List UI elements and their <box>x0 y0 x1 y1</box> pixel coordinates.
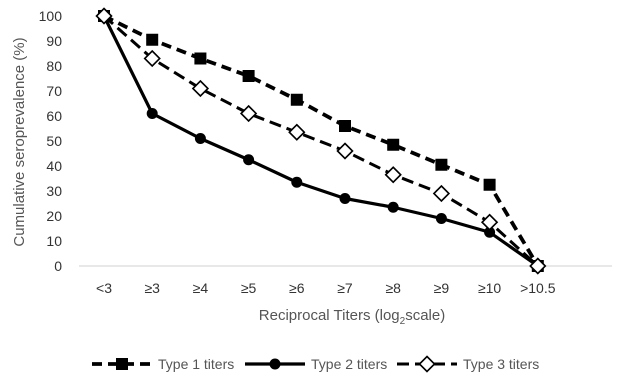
data-point <box>242 70 255 82</box>
x-tick-label: ≥10 <box>478 280 501 296</box>
legend-marker <box>418 355 436 373</box>
x-tick-label: ≥9 <box>434 280 450 296</box>
data-point <box>387 138 400 151</box>
y-tick-label: 60 <box>46 108 62 124</box>
data-point <box>146 33 159 46</box>
legend-label: Type 2 titers <box>311 356 387 372</box>
x-tick-label: ≥8 <box>385 280 401 296</box>
data-point <box>483 178 496 191</box>
y-tick-label: 30 <box>46 183 62 199</box>
series-layer <box>95 7 547 275</box>
data-point <box>239 104 258 123</box>
y-tick-label: 40 <box>46 158 62 174</box>
y-tick-label: 20 <box>46 208 62 224</box>
data-point <box>484 226 496 238</box>
series-line <box>102 15 539 268</box>
data-point <box>290 93 303 106</box>
data-point <box>339 120 351 132</box>
data-point <box>432 184 451 203</box>
y-tick-label: 80 <box>46 58 62 74</box>
x-axis-title-subscript: 2 <box>400 316 406 327</box>
x-tick-label: ≥5 <box>241 280 257 296</box>
x-axis-ticks: <3 ≥3 ≥4 ≥5 ≥6 ≥7 ≥8 ≥9 ≥10 >10.5 <box>96 280 556 296</box>
x-axis-title-end: scale) <box>405 307 445 324</box>
data-point <box>387 201 399 213</box>
y-tick-label: 70 <box>46 83 62 99</box>
legend-item: Type 1 titers <box>92 356 234 372</box>
y-axis-title: Cumulative seroprevalence (%) <box>11 37 28 246</box>
y-tick-label: 0 <box>54 258 62 274</box>
data-point <box>191 79 210 98</box>
data-point <box>243 154 255 166</box>
data-point <box>291 176 303 188</box>
data-point <box>435 213 447 224</box>
data-point <box>288 123 306 141</box>
legend-marker <box>269 358 281 370</box>
x-tick-label: ≥6 <box>289 280 305 296</box>
legend: Type 1 titers Type 2 titers Type 3 titers <box>92 355 539 373</box>
y-axis-ticks: 0 10 20 30 40 50 60 70 80 90 100 <box>39 8 63 274</box>
data-point <box>384 166 402 184</box>
legend-label: Type 1 titers <box>158 356 234 372</box>
x-axis-title-main: Reciprocal Titers (log <box>259 307 400 324</box>
y-tick-label: 50 <box>46 133 62 149</box>
x-tick-label: ≥7 <box>337 280 353 296</box>
data-point <box>95 7 113 25</box>
x-tick-label: ≥4 <box>193 280 209 296</box>
data-point <box>336 142 354 160</box>
series-2 <box>98 10 544 272</box>
data-point <box>529 257 547 275</box>
x-tick-label: >10.5 <box>520 280 556 296</box>
x-tick-label: ≥3 <box>144 280 160 296</box>
x-axis-title: Reciprocal Titers (log2scale) <box>259 307 445 327</box>
legend-item: Type 3 titers <box>397 355 539 373</box>
y-tick-label: 100 <box>39 8 63 24</box>
y-tick-label: 10 <box>46 233 62 249</box>
data-point <box>143 49 161 68</box>
data-point <box>480 213 499 231</box>
data-point <box>194 133 206 144</box>
series-line <box>103 14 539 268</box>
series-3 <box>95 7 547 275</box>
data-point <box>146 108 158 119</box>
data-point <box>194 52 207 65</box>
legend-item: Type 2 titers <box>245 356 387 372</box>
legend-marker <box>116 358 128 370</box>
legend-label: Type 3 titers <box>463 356 539 372</box>
x-tick-label: <3 <box>96 280 112 296</box>
data-point <box>435 158 448 171</box>
y-tick-label: 90 <box>46 33 62 49</box>
data-point <box>339 193 351 204</box>
